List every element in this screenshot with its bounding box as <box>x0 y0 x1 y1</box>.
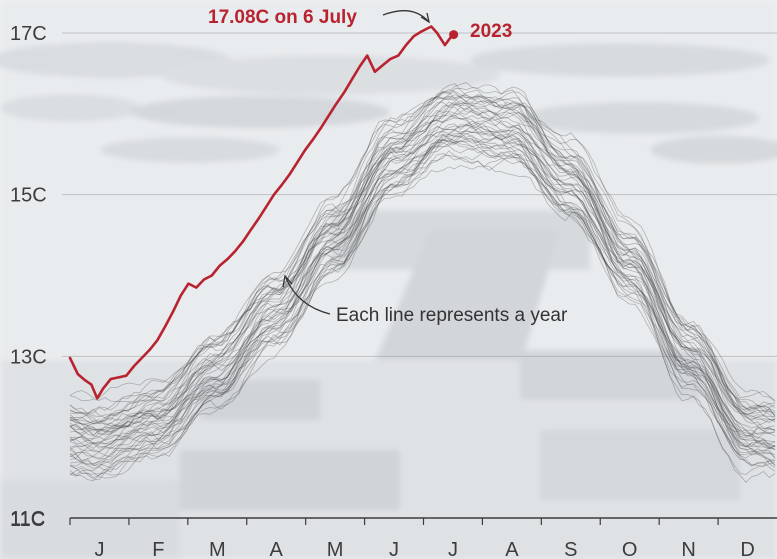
background-year-line <box>69 153 776 467</box>
record-annotation: 17.08C on 6 July <box>208 7 357 28</box>
x-tick-label: F <box>152 539 164 559</box>
ensemble-annotation: Each line represents a year <box>336 305 568 326</box>
background-year-line <box>69 132 776 450</box>
background-year-line <box>69 91 776 426</box>
background-year-line <box>69 128 776 442</box>
ensemble-lines <box>69 82 776 483</box>
background-year-line <box>69 123 776 438</box>
x-tick-label: A <box>505 539 519 559</box>
x-axis: 11C J F M A M J J A S O N D <box>10 509 777 559</box>
background-year-line <box>69 96 776 433</box>
y-axis-labels: 11C 13C 15C 17C <box>10 23 47 530</box>
background-year-line <box>69 112 776 450</box>
background-year-line <box>69 101 776 419</box>
background-year-line <box>69 154 776 483</box>
background-year-line <box>69 91 776 411</box>
background-year-line <box>69 82 776 418</box>
record-arrow-head <box>420 12 430 24</box>
x-tick-label: J <box>389 539 399 559</box>
background-year-line <box>69 133 776 459</box>
background-year-line <box>69 131 776 449</box>
background-year-line <box>69 101 776 436</box>
background-year-line <box>69 117 776 450</box>
background-year-line <box>69 89 776 424</box>
background-year-line <box>69 145 776 481</box>
background-year-line <box>69 138 776 461</box>
background-year-line <box>69 104 776 436</box>
x-tick-label: S <box>564 539 577 559</box>
background-year-line <box>69 133 776 466</box>
background-year-line <box>69 112 776 460</box>
x-tick-label: N <box>681 539 695 559</box>
x-tick-label: J <box>448 539 458 559</box>
background-year-line <box>69 140 776 476</box>
background-year-line <box>69 150 776 482</box>
highlight-series-group <box>68 25 459 400</box>
y-tick-label: 15C <box>10 185 47 207</box>
highlight-series-line <box>68 25 454 400</box>
y-tick-label: 13C <box>10 346 47 368</box>
x-tick-label: M <box>209 539 226 559</box>
background-year-line <box>69 91 776 420</box>
background-year-line <box>69 106 776 437</box>
record-arrow <box>382 10 429 22</box>
background-year-line <box>69 133 776 479</box>
background-year-line <box>69 125 776 469</box>
ensemble-arrow <box>285 277 331 315</box>
background-year-line <box>69 134 776 479</box>
background-year-line <box>69 139 776 456</box>
background-year-line <box>69 93 776 433</box>
background-year-line <box>69 103 776 426</box>
background-year-line <box>69 129 776 448</box>
y-tick-label: 11C <box>10 508 45 530</box>
series-label: 2023 <box>470 21 512 42</box>
x-tick-label: O <box>622 539 638 559</box>
x-tick-label: D <box>740 539 754 559</box>
background-year-line <box>69 89 776 414</box>
background-year-line <box>69 87 776 423</box>
series-endpoint-dot <box>449 30 459 40</box>
background-year-line <box>69 114 776 435</box>
x-tick-label: M <box>327 539 344 559</box>
ensemble-arrow-head <box>282 274 293 288</box>
background-year-line <box>69 120 776 437</box>
background-year-line <box>69 123 776 465</box>
background-year-line <box>69 120 776 440</box>
x-tick-label: A <box>270 539 284 559</box>
background-year-line <box>69 103 776 447</box>
background-year-line <box>69 106 776 427</box>
background-year-line <box>69 83 776 421</box>
background-year-line <box>69 138 776 458</box>
y-tick-label: 17C <box>10 23 47 45</box>
background-year-line <box>69 100 776 436</box>
x-tick-label: J <box>94 539 104 559</box>
annotations: 17.08C on 6 July 2023 Each line represents… <box>208 7 568 326</box>
y-tick-label: 11C <box>10 509 45 531</box>
background-year-line <box>69 153 776 476</box>
